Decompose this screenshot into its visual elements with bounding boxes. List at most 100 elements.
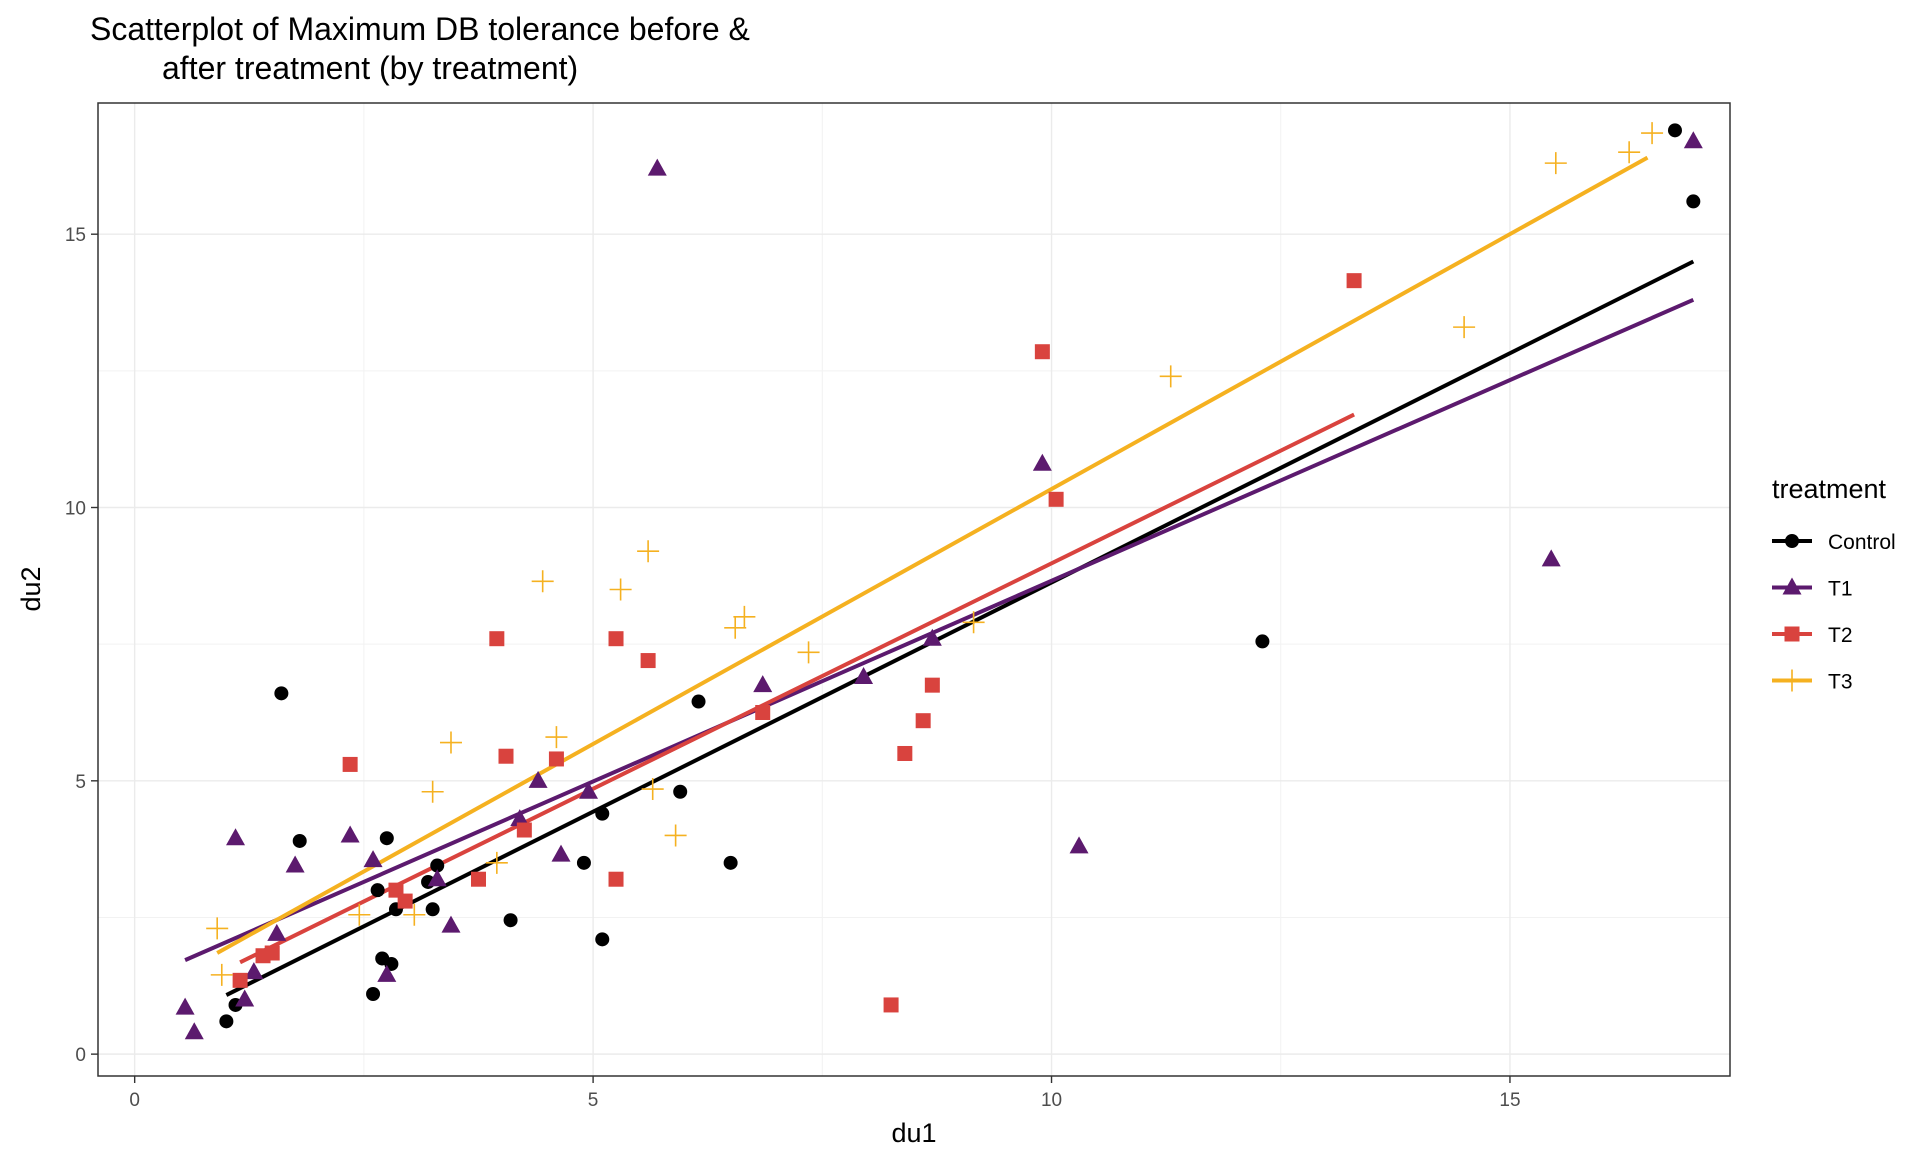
y-tick-label: 5 [75,772,86,793]
point-control [1686,194,1701,209]
x-tick-label: 5 [588,1090,599,1111]
grid-minor [98,103,1730,1076]
point-t3 [439,731,462,754]
point-t1 [377,964,397,982]
point-t2 [498,748,514,764]
point-t2 [883,997,899,1013]
legend: treatment Control T1 T2 T3 [1772,474,1896,694]
point-t2 [264,945,280,961]
point-t2 [232,972,248,988]
point-t3 [1641,122,1664,145]
point-t2 [897,745,913,761]
grid-major [98,103,1730,1076]
legend-title: treatment [1772,474,1887,504]
point-t1 [267,923,287,941]
point-t2 [489,631,505,647]
x-tick-label: 0 [129,1090,140,1111]
point-t3 [1618,141,1641,164]
x-tick-label: 10 [1041,1090,1062,1111]
point-control [370,883,385,898]
y-axis-title: du2 [16,566,46,611]
point-t2 [1346,273,1362,289]
point-control [576,855,591,870]
point-t1 [235,989,255,1007]
point-control [595,806,610,821]
point-t2 [608,631,624,647]
point-t1 [753,675,773,693]
point-t1 [175,997,195,1015]
point-control [379,831,394,846]
panel-border [97,102,1731,1077]
point-control [430,858,445,873]
point-t2 [924,677,940,693]
point-t1 [244,962,264,980]
y-tick-label: 15 [65,225,86,246]
point-t3 [531,570,554,593]
point-t2 [608,871,624,887]
point-t2 [470,871,486,887]
point-control [691,694,706,709]
point-t2 [1034,344,1050,360]
legend-label-t2: T2 [1828,624,1853,647]
x-tick-label: 15 [1499,1090,1520,1111]
legend-key-marker-control [1785,534,1799,548]
data-points [175,122,1703,1040]
chart-title-line-2: after treatment (by treatment) [162,50,578,86]
point-t1 [1683,131,1703,149]
point-t1 [551,844,571,862]
point-t1 [340,825,360,843]
legend-label-t1: T1 [1828,578,1853,601]
point-t3 [664,824,687,847]
point-t1 [1541,549,1561,567]
point-t1 [441,915,461,933]
point-t1 [528,770,548,788]
fit-line-t3 [216,155,1649,955]
point-control [1255,634,1270,649]
point-t1 [647,158,667,176]
point-t1 [1069,836,1089,854]
point-t3 [206,917,229,940]
chart-title-line-1: Scatterplot of Maximum DB tolerance befo… [90,11,750,47]
point-t3 [724,616,747,639]
point-t3 [797,641,820,664]
point-t3 [348,903,371,926]
point-t2 [342,756,358,772]
x-axis-title: du1 [891,1118,936,1148]
point-t2 [548,751,564,767]
point-t3 [962,611,985,634]
point-t3 [637,540,660,563]
point-control [292,833,307,848]
legend-key-marker-t2 [1784,626,1800,642]
fit-lines [184,155,1695,997]
legend-label-control: Control [1828,531,1896,554]
point-t2 [915,713,931,729]
y-tick-label: 10 [65,499,86,520]
point-t1 [1032,453,1052,471]
y-tick-label: 0 [75,1045,86,1066]
point-t1 [285,855,305,873]
point-t3 [403,903,426,926]
point-t3 [733,605,756,628]
point-t1 [510,809,530,827]
point-control [503,913,518,928]
axes: 0 5 10 15 0 5 10 15 [65,225,1521,1111]
fit-line-t1 [184,297,1695,962]
point-t3 [210,963,233,986]
fit-line-t2 [239,412,1355,965]
point-control [219,1014,234,1029]
point-control [425,902,440,917]
point-t2 [516,822,532,838]
point-t1 [226,828,246,846]
legend-key-marker-t1 [1782,577,1802,595]
point-control [673,784,688,799]
point-t1 [579,781,599,799]
point-control [595,932,610,947]
point-t3 [641,778,664,801]
point-t3 [485,851,508,874]
point-control [723,855,738,870]
point-t1 [363,850,383,868]
legend-key-marker-t3 [1781,669,1803,692]
fit-line-control [225,259,1695,997]
point-t1 [427,869,447,887]
